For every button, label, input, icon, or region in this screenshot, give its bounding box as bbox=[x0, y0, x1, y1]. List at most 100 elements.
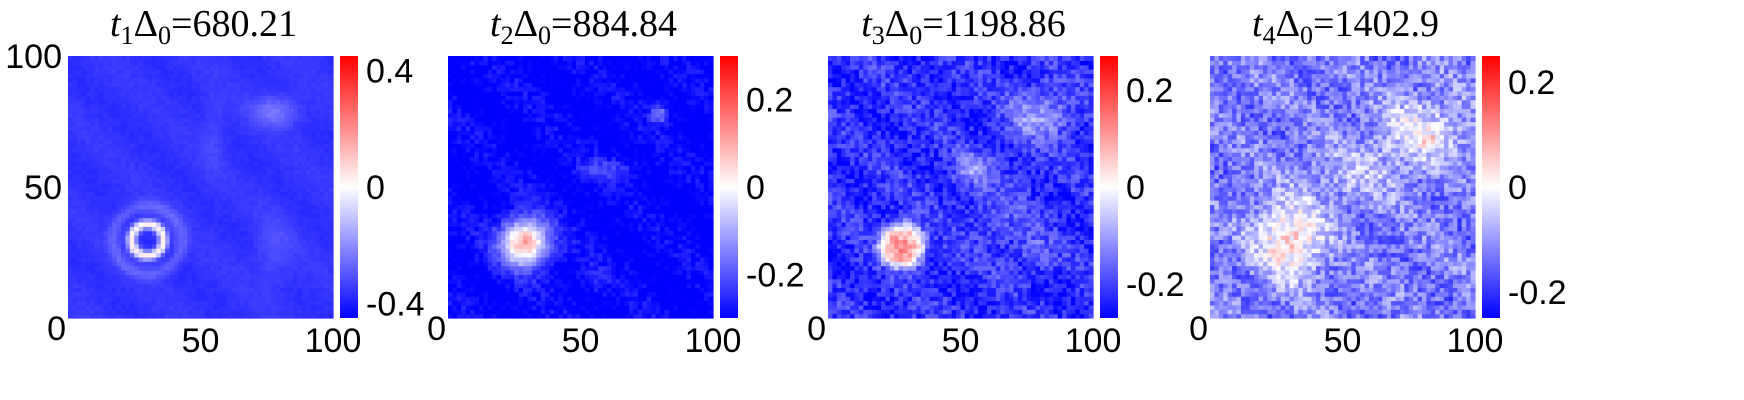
heatmap-cell bbox=[527, 256, 533, 262]
heatmap-cell bbox=[302, 191, 308, 197]
heatmap-cell bbox=[134, 204, 140, 210]
heatmap-cell bbox=[200, 165, 206, 171]
heatmap-cell bbox=[222, 138, 228, 144]
heatmap-cell bbox=[523, 169, 529, 175]
heatmap-cell bbox=[470, 73, 476, 79]
heatmap-cell bbox=[474, 313, 480, 319]
heatmap-cell bbox=[465, 256, 471, 262]
heatmap-cell bbox=[492, 160, 498, 166]
heatmap-cell bbox=[266, 60, 272, 66]
heatmap-cell bbox=[465, 69, 471, 75]
heatmap-cell bbox=[501, 56, 507, 61]
heatmap-cell bbox=[496, 261, 502, 267]
heatmap-cell bbox=[90, 221, 96, 227]
heatmap-cell bbox=[160, 56, 166, 61]
heatmap-cell bbox=[235, 138, 241, 144]
heatmap-cell bbox=[478, 213, 484, 219]
heatmap-cell bbox=[496, 248, 502, 254]
heatmap-cell bbox=[125, 208, 131, 214]
heatmap-cell bbox=[456, 287, 462, 293]
heatmap-cell bbox=[94, 283, 100, 289]
heatmap-cell bbox=[182, 121, 188, 127]
heatmap-cell bbox=[275, 169, 281, 175]
heatmap-cell bbox=[134, 239, 140, 245]
heatmap-cell bbox=[138, 152, 144, 158]
heatmap-cell bbox=[288, 239, 294, 245]
heatmap-cell bbox=[540, 269, 546, 275]
heatmap-cell bbox=[147, 278, 153, 284]
heatmap-cell bbox=[200, 300, 206, 306]
heatmap-cell bbox=[187, 130, 193, 136]
heatmap-cell bbox=[103, 300, 109, 306]
heatmap-cell bbox=[531, 60, 537, 66]
heatmap-cell bbox=[461, 165, 467, 171]
heatmap-cell bbox=[271, 208, 277, 214]
heatmap-cell bbox=[328, 138, 334, 144]
heatmap-cell bbox=[138, 117, 144, 123]
heatmap-cell bbox=[204, 143, 210, 149]
heatmap-cell bbox=[147, 274, 153, 280]
heatmap-cell bbox=[209, 69, 215, 75]
heatmap-cell bbox=[275, 134, 281, 140]
heatmap-cell bbox=[324, 95, 330, 101]
heatmap-cell bbox=[297, 248, 303, 254]
heatmap-cell bbox=[85, 191, 91, 197]
heatmap-cell bbox=[107, 121, 113, 127]
heatmap-cell bbox=[218, 213, 224, 219]
heatmap-cell bbox=[76, 64, 82, 70]
heatmap-cell bbox=[505, 195, 511, 201]
heatmap-cell bbox=[540, 82, 546, 88]
heatmap-cell bbox=[165, 169, 171, 175]
heatmap-cell bbox=[116, 69, 122, 75]
heatmap-cell bbox=[174, 221, 180, 227]
heatmap-cell bbox=[240, 256, 246, 262]
heatmap-cell bbox=[72, 195, 78, 201]
heatmap-cell bbox=[107, 134, 113, 140]
heatmap-cell bbox=[487, 69, 493, 75]
heatmap-cell bbox=[138, 134, 144, 140]
heatmap-cell bbox=[297, 121, 303, 127]
heatmap-cell bbox=[514, 208, 520, 214]
heatmap-cell bbox=[182, 125, 188, 131]
heatmap-cell bbox=[470, 274, 476, 280]
heatmap-cell bbox=[545, 104, 551, 109]
heatmap-cell bbox=[474, 283, 480, 289]
heatmap-cell bbox=[165, 235, 171, 240]
heatmap-cell bbox=[518, 117, 524, 123]
heatmap-cell bbox=[271, 173, 277, 179]
heatmap-cell bbox=[156, 130, 162, 136]
heatmap-cell bbox=[492, 230, 498, 236]
heatmap-cell bbox=[536, 82, 542, 88]
heatmap-cell bbox=[280, 187, 286, 192]
heatmap-cell bbox=[244, 239, 250, 245]
heatmap-cell bbox=[306, 121, 312, 127]
heatmap-cell bbox=[147, 248, 153, 254]
heatmap-cell bbox=[324, 182, 330, 188]
heatmap-cell bbox=[187, 104, 193, 109]
heatmap-cell bbox=[94, 173, 100, 179]
heatmap-cell bbox=[103, 230, 109, 236]
heatmap-cell bbox=[191, 60, 197, 66]
heatmap-cell bbox=[257, 69, 263, 75]
heatmap-cell bbox=[116, 64, 122, 70]
heatmap-cell bbox=[540, 287, 546, 293]
heatmap-cell bbox=[191, 269, 197, 275]
heatmap-cell bbox=[293, 296, 299, 302]
heatmap-cell bbox=[492, 217, 498, 223]
heatmap-cell bbox=[478, 165, 484, 171]
heatmap-cell bbox=[310, 86, 316, 92]
heatmap-cell bbox=[540, 69, 546, 75]
heatmap-cell bbox=[487, 235, 493, 240]
heatmap-cell bbox=[244, 217, 250, 223]
heatmap-cell bbox=[249, 208, 255, 214]
heatmap-cell bbox=[514, 82, 520, 88]
heatmap-cell bbox=[222, 217, 228, 223]
heatmap-cell bbox=[509, 165, 515, 171]
heatmap-cell bbox=[501, 138, 507, 144]
heatmap-cell bbox=[271, 213, 277, 219]
heatmap-cell bbox=[448, 191, 454, 197]
heatmap-cell bbox=[456, 64, 462, 70]
heatmap-cell bbox=[527, 69, 533, 75]
heatmap-cell bbox=[536, 304, 542, 310]
heatmap-cell bbox=[315, 169, 321, 175]
